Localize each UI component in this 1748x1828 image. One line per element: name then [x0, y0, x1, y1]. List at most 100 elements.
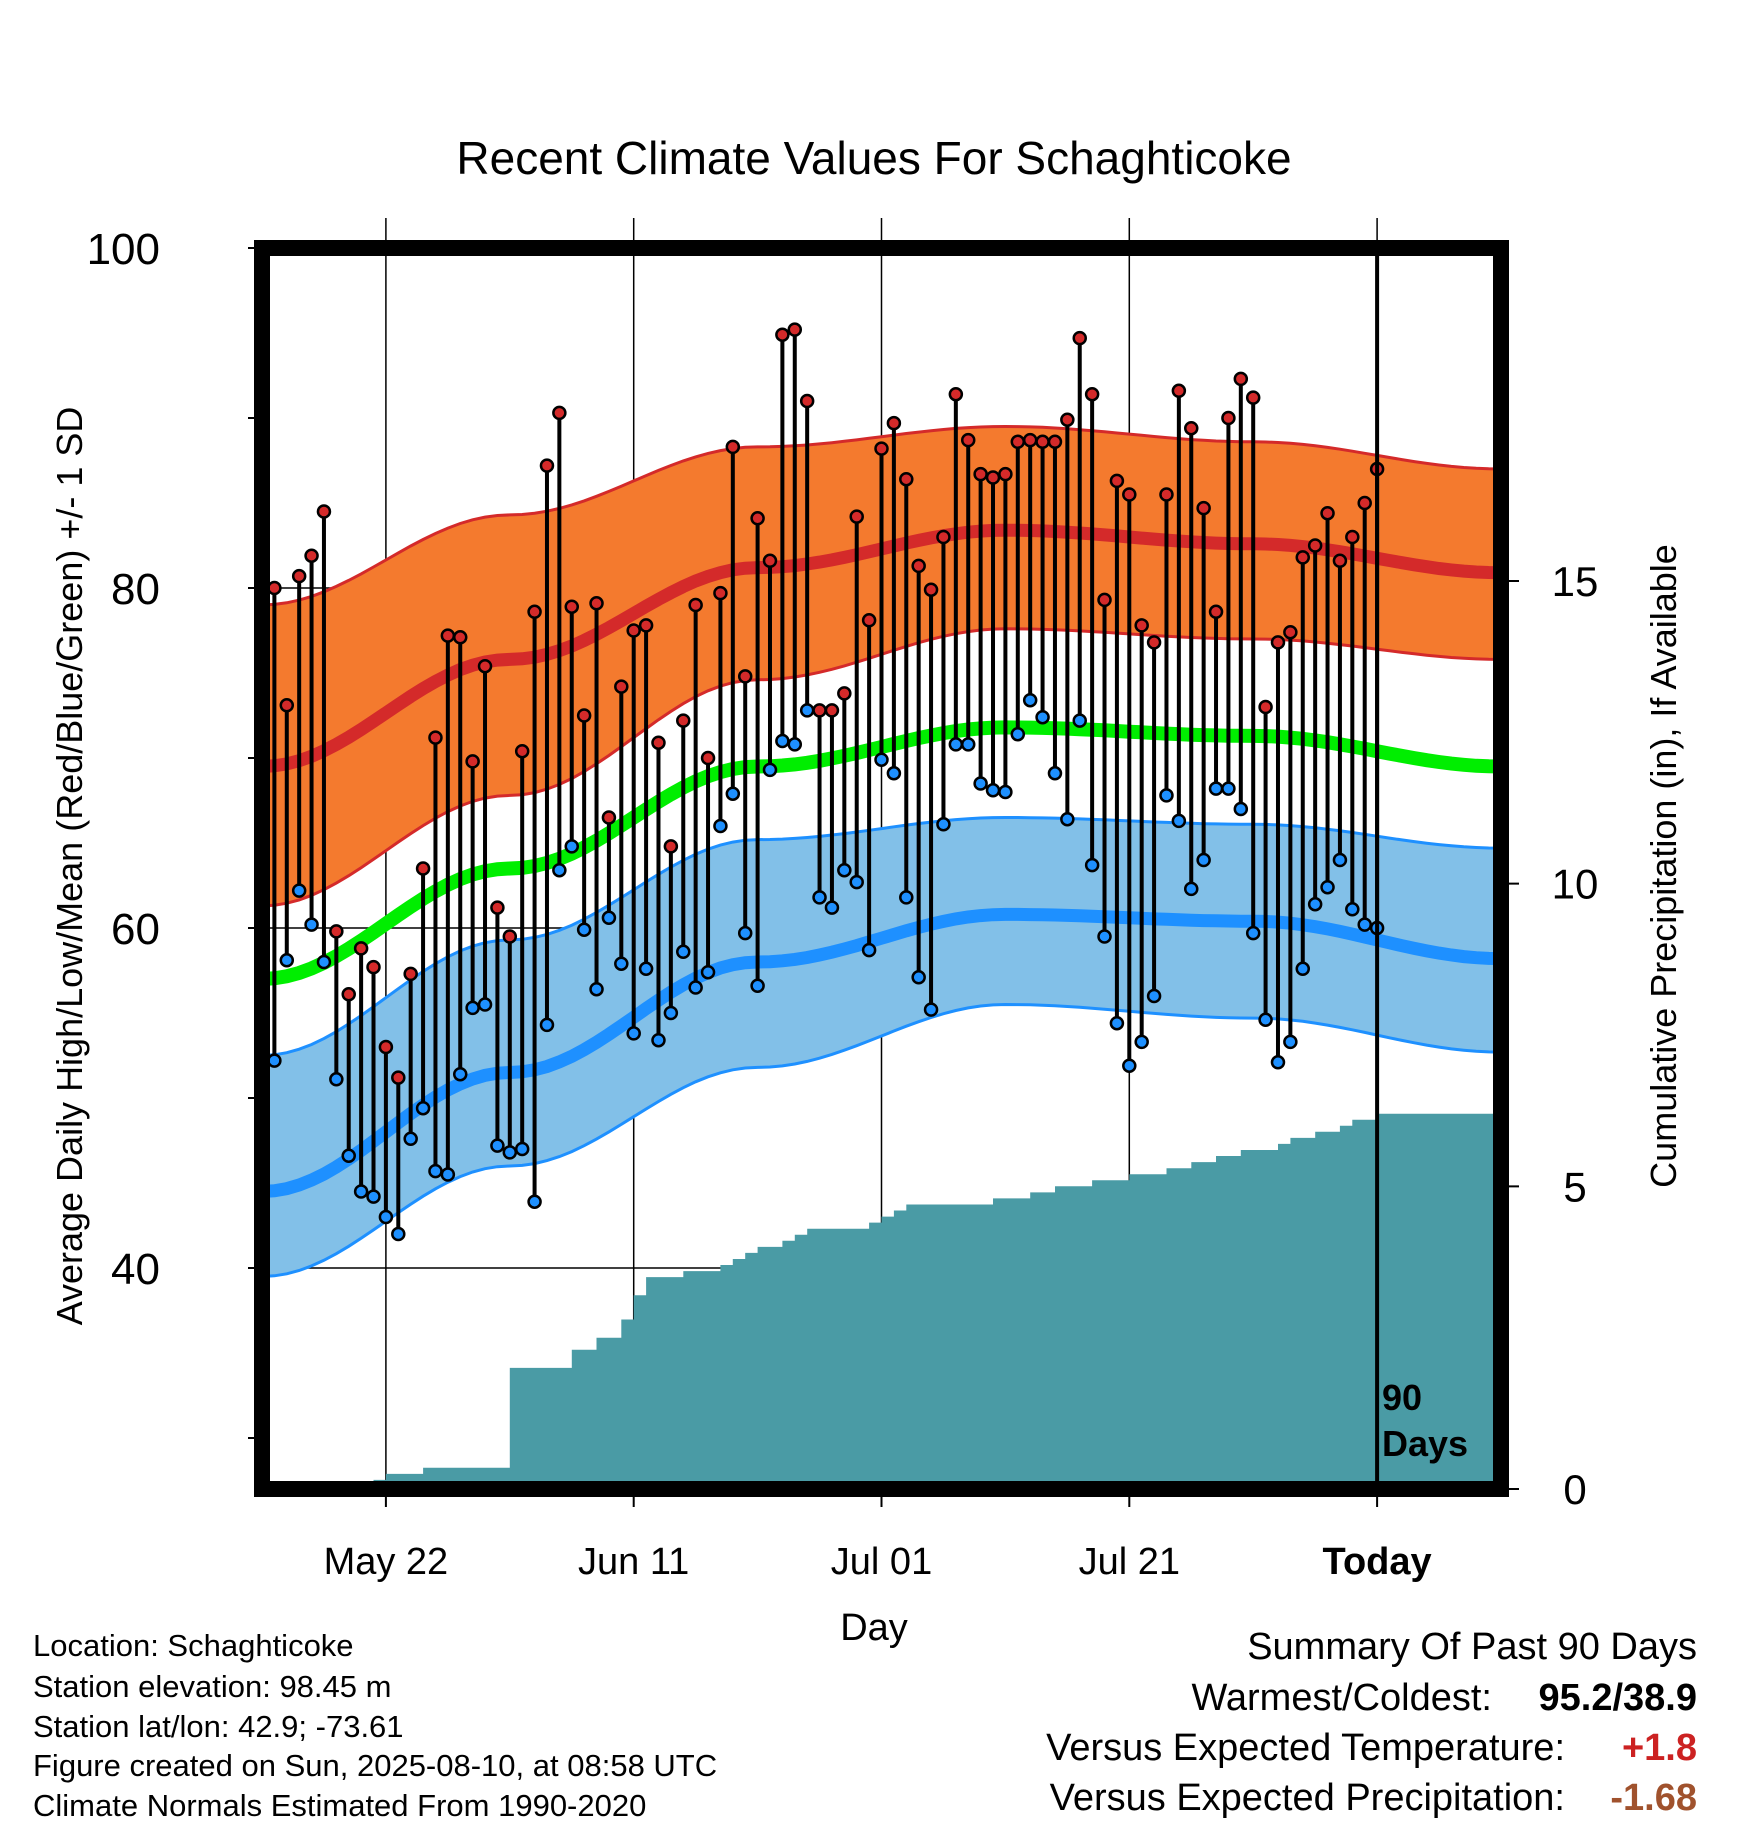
daily-low-point — [576, 922, 592, 937]
daily-low-point — [267, 1053, 282, 1068]
daily-low-point — [279, 953, 295, 968]
daily-low-point — [1270, 1055, 1286, 1070]
daily-low-point — [1060, 811, 1075, 827]
daily-high-point — [1283, 624, 1298, 640]
summary-panel: Summary Of Past 90 Days Warmest/Coldest:… — [1046, 1626, 1697, 1819]
daily-low-point — [1171, 813, 1187, 829]
daily-high-point — [279, 698, 295, 713]
daily-high-point — [676, 713, 691, 728]
daily-low-point — [861, 942, 877, 958]
daily-high-point — [1332, 553, 1348, 569]
info-latlon: Station lat/lon: 42.9; -73.61 — [33, 1709, 404, 1744]
daily-low-point — [1283, 1034, 1298, 1050]
daily-high-point — [1022, 432, 1038, 448]
daily-high-point — [539, 458, 555, 473]
daily-high-point — [1295, 550, 1311, 565]
y2-tick-label: 5 — [1563, 1163, 1586, 1210]
daily-high-point — [1258, 699, 1273, 715]
daily-low-point — [1345, 902, 1360, 917]
daily-low-point — [985, 783, 1001, 798]
daily-low-point — [1184, 881, 1199, 897]
info-location: Location: Schaghticoke — [33, 1628, 354, 1663]
daily-high-point — [985, 470, 1001, 485]
daily-low-point — [1047, 766, 1063, 781]
summary-precip-value: -1.68 — [1610, 1777, 1697, 1819]
daily-high-point — [911, 558, 926, 574]
summary-temp-value: +1.8 — [1622, 1727, 1697, 1769]
summary-precip-label: Versus Expected Precipitation: — [1050, 1777, 1565, 1819]
daily-high-point — [762, 553, 778, 569]
daily-high-point — [465, 754, 480, 769]
daily-high-point — [1196, 500, 1211, 516]
daily-low-point — [614, 956, 629, 971]
daily-range-stems — [260, 329, 1380, 1287]
daily-high-point — [713, 585, 728, 601]
daily-high-point — [849, 509, 864, 524]
daily-low-point — [1307, 896, 1323, 912]
daily-low-point — [1109, 1015, 1125, 1031]
info-elevation: Station elevation: 98.45 m — [33, 1669, 391, 1704]
daily-low-point — [1134, 1034, 1149, 1050]
daily-high-point — [837, 686, 852, 701]
y2-tick-label: 10 — [1552, 861, 1599, 908]
daily-low-point — [1245, 925, 1261, 941]
daily-high-point — [1345, 529, 1360, 545]
daily-low-point — [1146, 988, 1162, 1004]
daily-high-point — [341, 987, 356, 1002]
daily-low-point — [502, 1145, 518, 1160]
daily-high-point — [1084, 386, 1100, 402]
daily-low-point — [837, 862, 852, 878]
y-tick-label: 80 — [111, 565, 160, 614]
daily-low-point — [923, 1002, 939, 1017]
daily-low-point — [849, 874, 864, 890]
x-tick-label: Jul 21 — [1079, 1541, 1180, 1583]
daily-high-point — [1357, 495, 1372, 511]
daily-low-point — [589, 981, 604, 997]
daily-low-point — [899, 890, 914, 905]
daily-high-point — [1233, 371, 1249, 387]
daily-high-point — [291, 568, 307, 584]
daily-low-point — [440, 1167, 456, 1182]
axes: 40 60 80 100 0 5 10 15 May 22 Jun 11 Jul 01 Jul 21 T… — [87, 225, 1599, 1583]
daily-high-point — [415, 861, 431, 876]
daily-high-point — [638, 618, 654, 633]
daily-low-point — [601, 910, 617, 926]
daily-high-point — [899, 471, 914, 487]
daily-low-point — [676, 944, 691, 960]
y2-axis-label: Cumulative Precipitation (in), If Availa… — [1643, 544, 1684, 1188]
precip-cumulative-area — [262, 1113, 1501, 1489]
y2-tick-label: 0 — [1563, 1466, 1586, 1513]
daily-low-point — [465, 1000, 480, 1016]
daily-high-point — [874, 441, 889, 456]
y-tick-label: 40 — [111, 1245, 160, 1294]
summary-temp-label: Versus Expected Temperature: — [1046, 1727, 1565, 1769]
daily-low-point — [737, 925, 753, 941]
low-sd-band — [262, 817, 1501, 1277]
today-marker-label-2: Days — [1382, 1423, 1468, 1464]
today-marker-label-1: 90 — [1382, 1377, 1422, 1418]
daily-low-point — [750, 978, 765, 994]
daily-high-point — [787, 322, 803, 337]
y2-tick-label: 15 — [1552, 558, 1599, 605]
daily-high-point — [886, 415, 902, 431]
daily-high-point — [750, 511, 765, 526]
daily-high-point — [353, 941, 369, 956]
daily-high-point — [366, 959, 381, 975]
daily-low-point — [1022, 692, 1038, 708]
daily-low-point — [403, 1131, 418, 1147]
daily-high-point — [1159, 487, 1174, 502]
daily-low-point — [1159, 788, 1174, 803]
daily-high-point — [1134, 618, 1149, 633]
high-sd-upper-line — [261, 424, 1502, 607]
daily-high-point — [775, 327, 790, 342]
daily-high-point — [589, 596, 604, 611]
daily-low-point — [1035, 709, 1050, 725]
x-axis-label: Day — [840, 1607, 908, 1649]
daily-low-point — [1208, 781, 1224, 796]
daily-low-point — [762, 762, 778, 778]
daily-high-point — [960, 432, 976, 448]
station-info: Location: Schaghticoke Station elevation… — [33, 1628, 717, 1823]
daily-high-point — [601, 810, 617, 825]
daily-high-point — [1010, 434, 1026, 450]
